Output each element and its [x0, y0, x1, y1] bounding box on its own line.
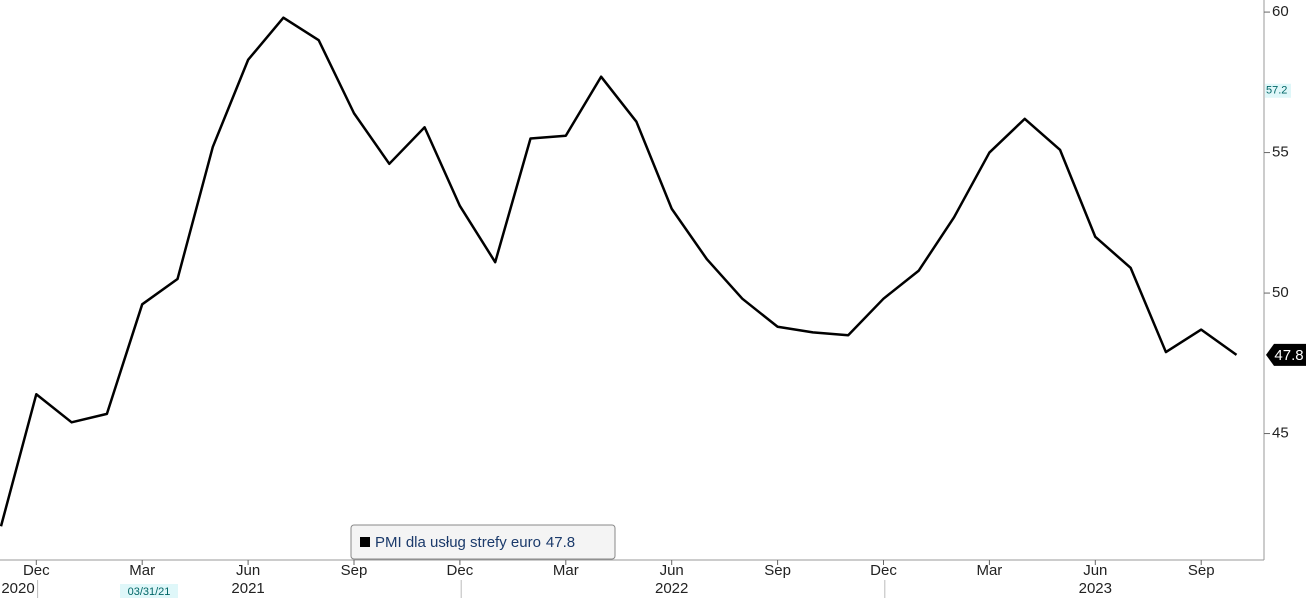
legend-label: PMI dla usług strefy euro: [375, 534, 541, 551]
x-tick-label: Sep: [1188, 562, 1215, 579]
year-label: 2022: [655, 580, 688, 597]
x-tick-label: Dec: [870, 562, 897, 579]
last-value-tag: [1266, 343, 1306, 366]
year-label: 2021: [231, 580, 264, 597]
last-value-label: 47.8: [1274, 347, 1303, 364]
y-tick-label: 55: [1272, 144, 1289, 161]
legend: PMI dla usług strefy euro 47.8: [350, 524, 616, 560]
year-label: 2023: [1079, 580, 1112, 597]
x-tick-label: Sep: [341, 562, 368, 579]
date-marker: 03/31/21: [128, 586, 171, 598]
x-tick-label: Jun: [660, 562, 684, 579]
reference-label: 57.2: [1266, 85, 1287, 97]
x-tick-label: Jun: [1083, 562, 1107, 579]
legend-box: [350, 524, 616, 560]
x-tick-label: Dec: [23, 562, 50, 579]
y-tick-label: 60: [1272, 3, 1289, 20]
legend-swatch: [360, 537, 370, 547]
legend-value: 47.8: [546, 534, 575, 551]
x-tick-label: Dec: [447, 562, 474, 579]
y-tick-label: 50: [1272, 284, 1289, 301]
x-tick-label: Mar: [976, 562, 1002, 579]
x-tick-label: Jun: [236, 562, 260, 579]
series-line: [0, 16, 1238, 527]
year-label: 2020: [1, 580, 34, 597]
date-marker-bg: [120, 584, 178, 598]
y-tick-label: 45: [1272, 425, 1289, 442]
x-tick-label: Sep: [764, 562, 791, 579]
x-tick-label: Mar: [553, 562, 579, 579]
x-tick-label: Mar: [129, 562, 155, 579]
reference-bg: [1265, 83, 1291, 98]
